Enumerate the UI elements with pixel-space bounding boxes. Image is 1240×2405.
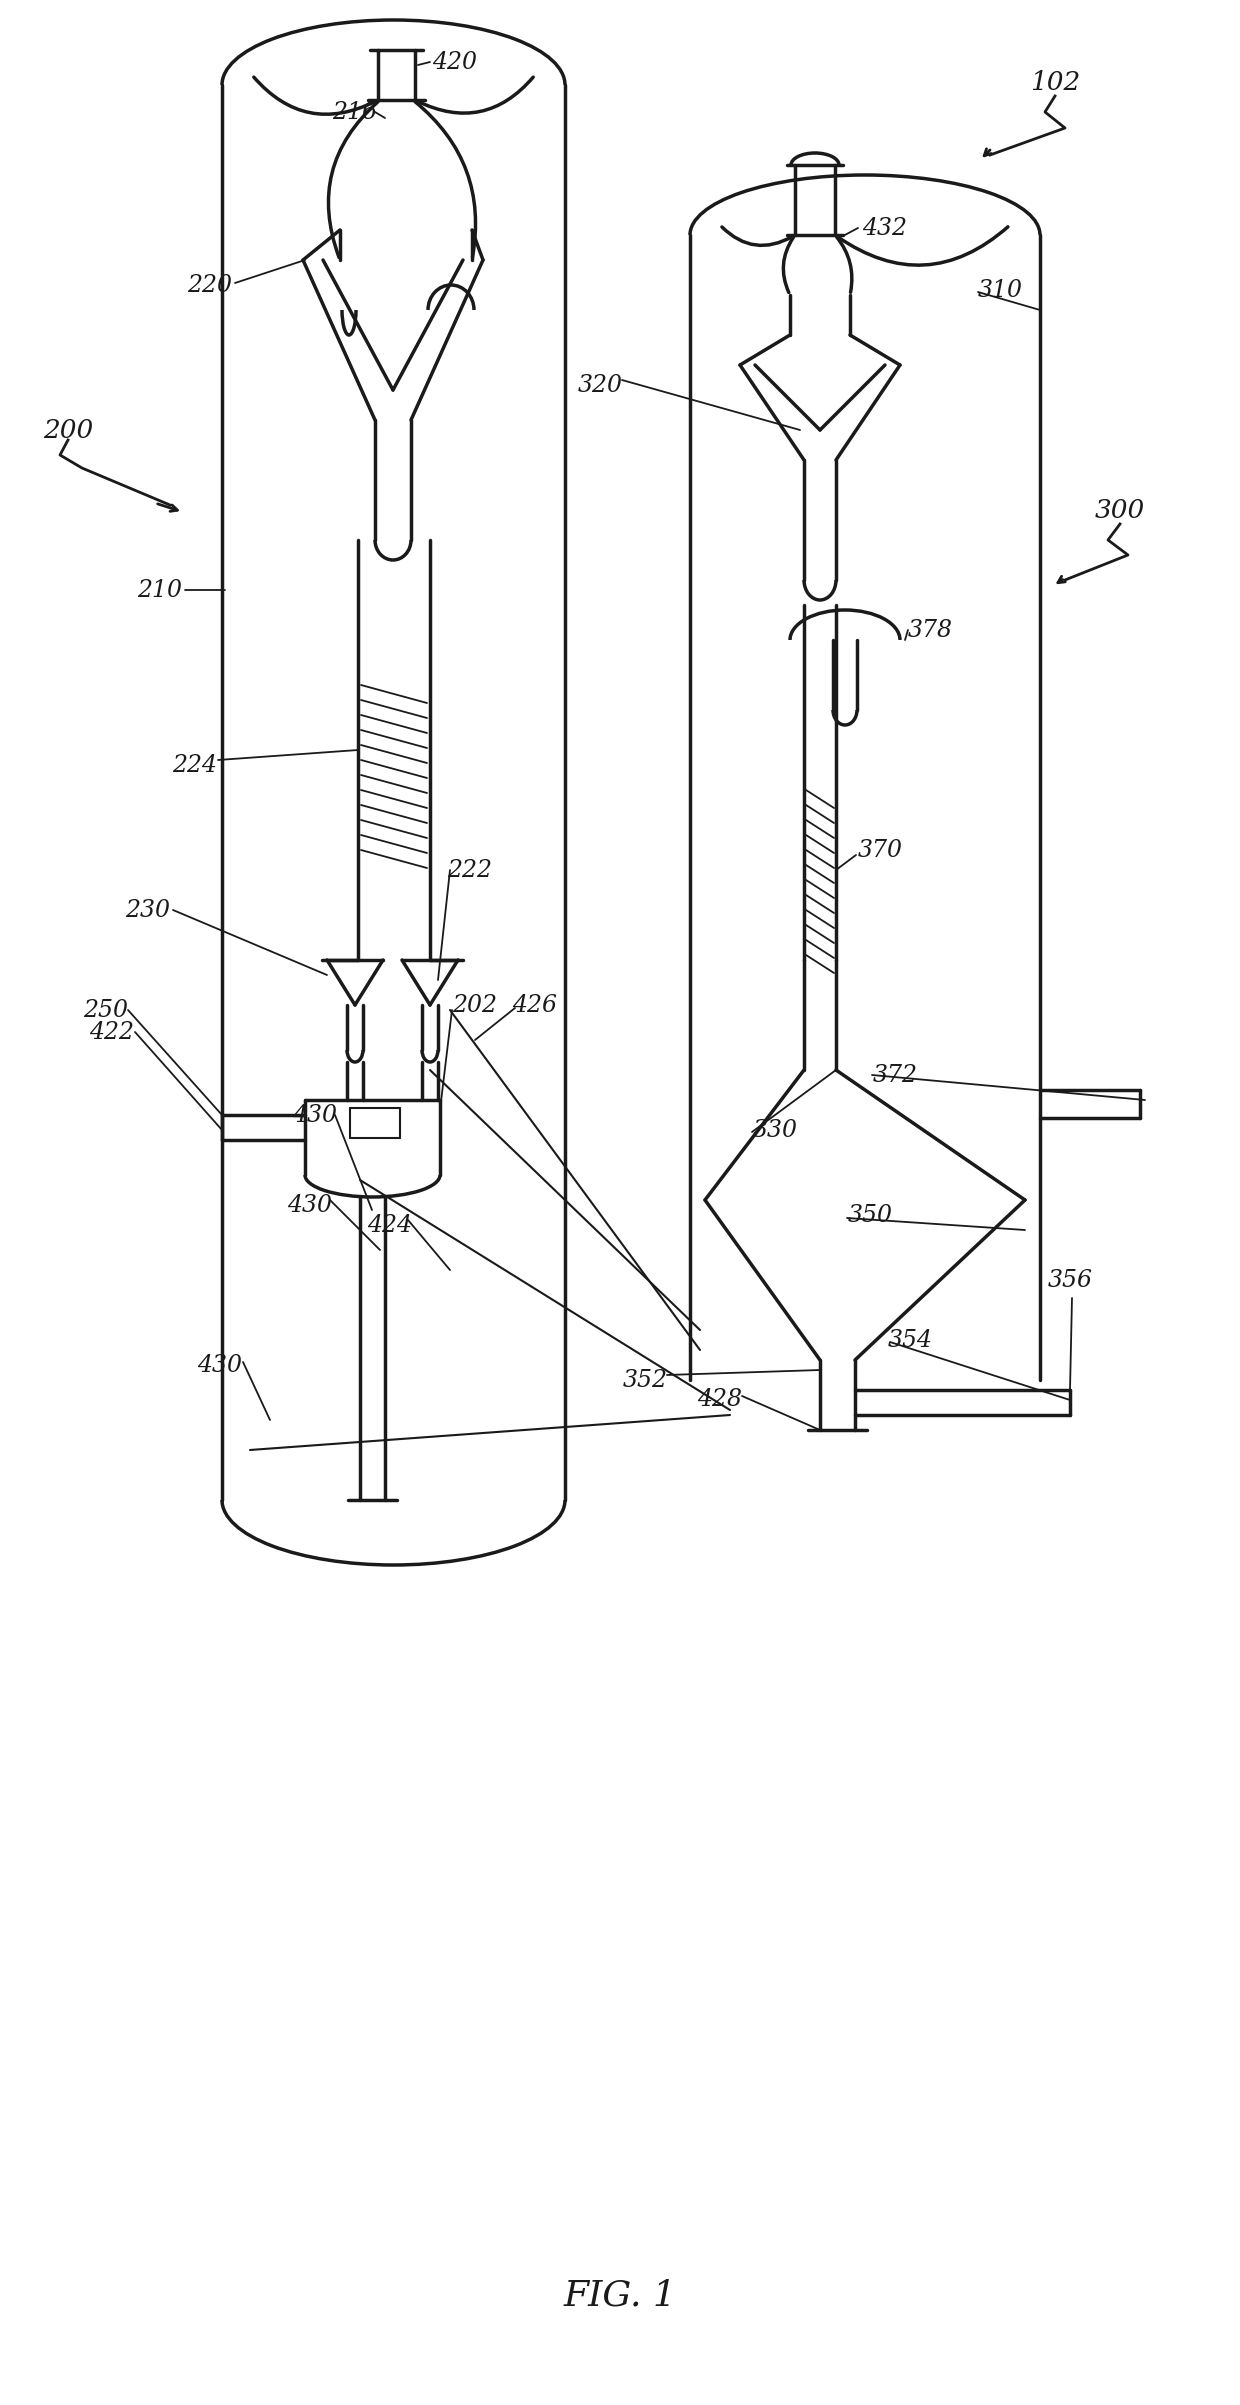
Text: 210: 210 [138,580,182,601]
Text: 426: 426 [512,993,558,1017]
Text: 430: 430 [197,1354,243,1376]
Text: 424: 424 [367,1215,413,1236]
Text: 370: 370 [858,839,903,861]
Text: 430: 430 [288,1193,332,1217]
Text: 378: 378 [908,618,952,642]
Text: 102: 102 [1030,70,1080,94]
Text: 230: 230 [125,899,171,921]
Text: 300: 300 [1095,498,1145,522]
Text: 222: 222 [448,859,492,883]
Text: 354: 354 [888,1328,932,1352]
Text: 202: 202 [453,993,497,1017]
Text: 220: 220 [187,274,233,296]
Text: 310: 310 [977,279,1023,301]
Text: 372: 372 [873,1063,918,1087]
Text: 224: 224 [172,753,217,777]
Text: 250: 250 [83,998,129,1022]
Text: 352: 352 [622,1368,667,1392]
Text: 432: 432 [863,216,908,240]
Text: 430: 430 [293,1104,337,1126]
Text: 330: 330 [753,1118,797,1142]
Text: 200: 200 [43,418,93,443]
Text: FIG. 1: FIG. 1 [563,2278,677,2311]
Text: 420: 420 [433,51,477,75]
Text: 422: 422 [89,1020,134,1044]
Text: 350: 350 [847,1202,893,1227]
Text: 320: 320 [578,373,622,397]
Text: 356: 356 [1048,1267,1092,1291]
Text: 216: 216 [332,101,377,123]
Text: 428: 428 [698,1388,743,1412]
